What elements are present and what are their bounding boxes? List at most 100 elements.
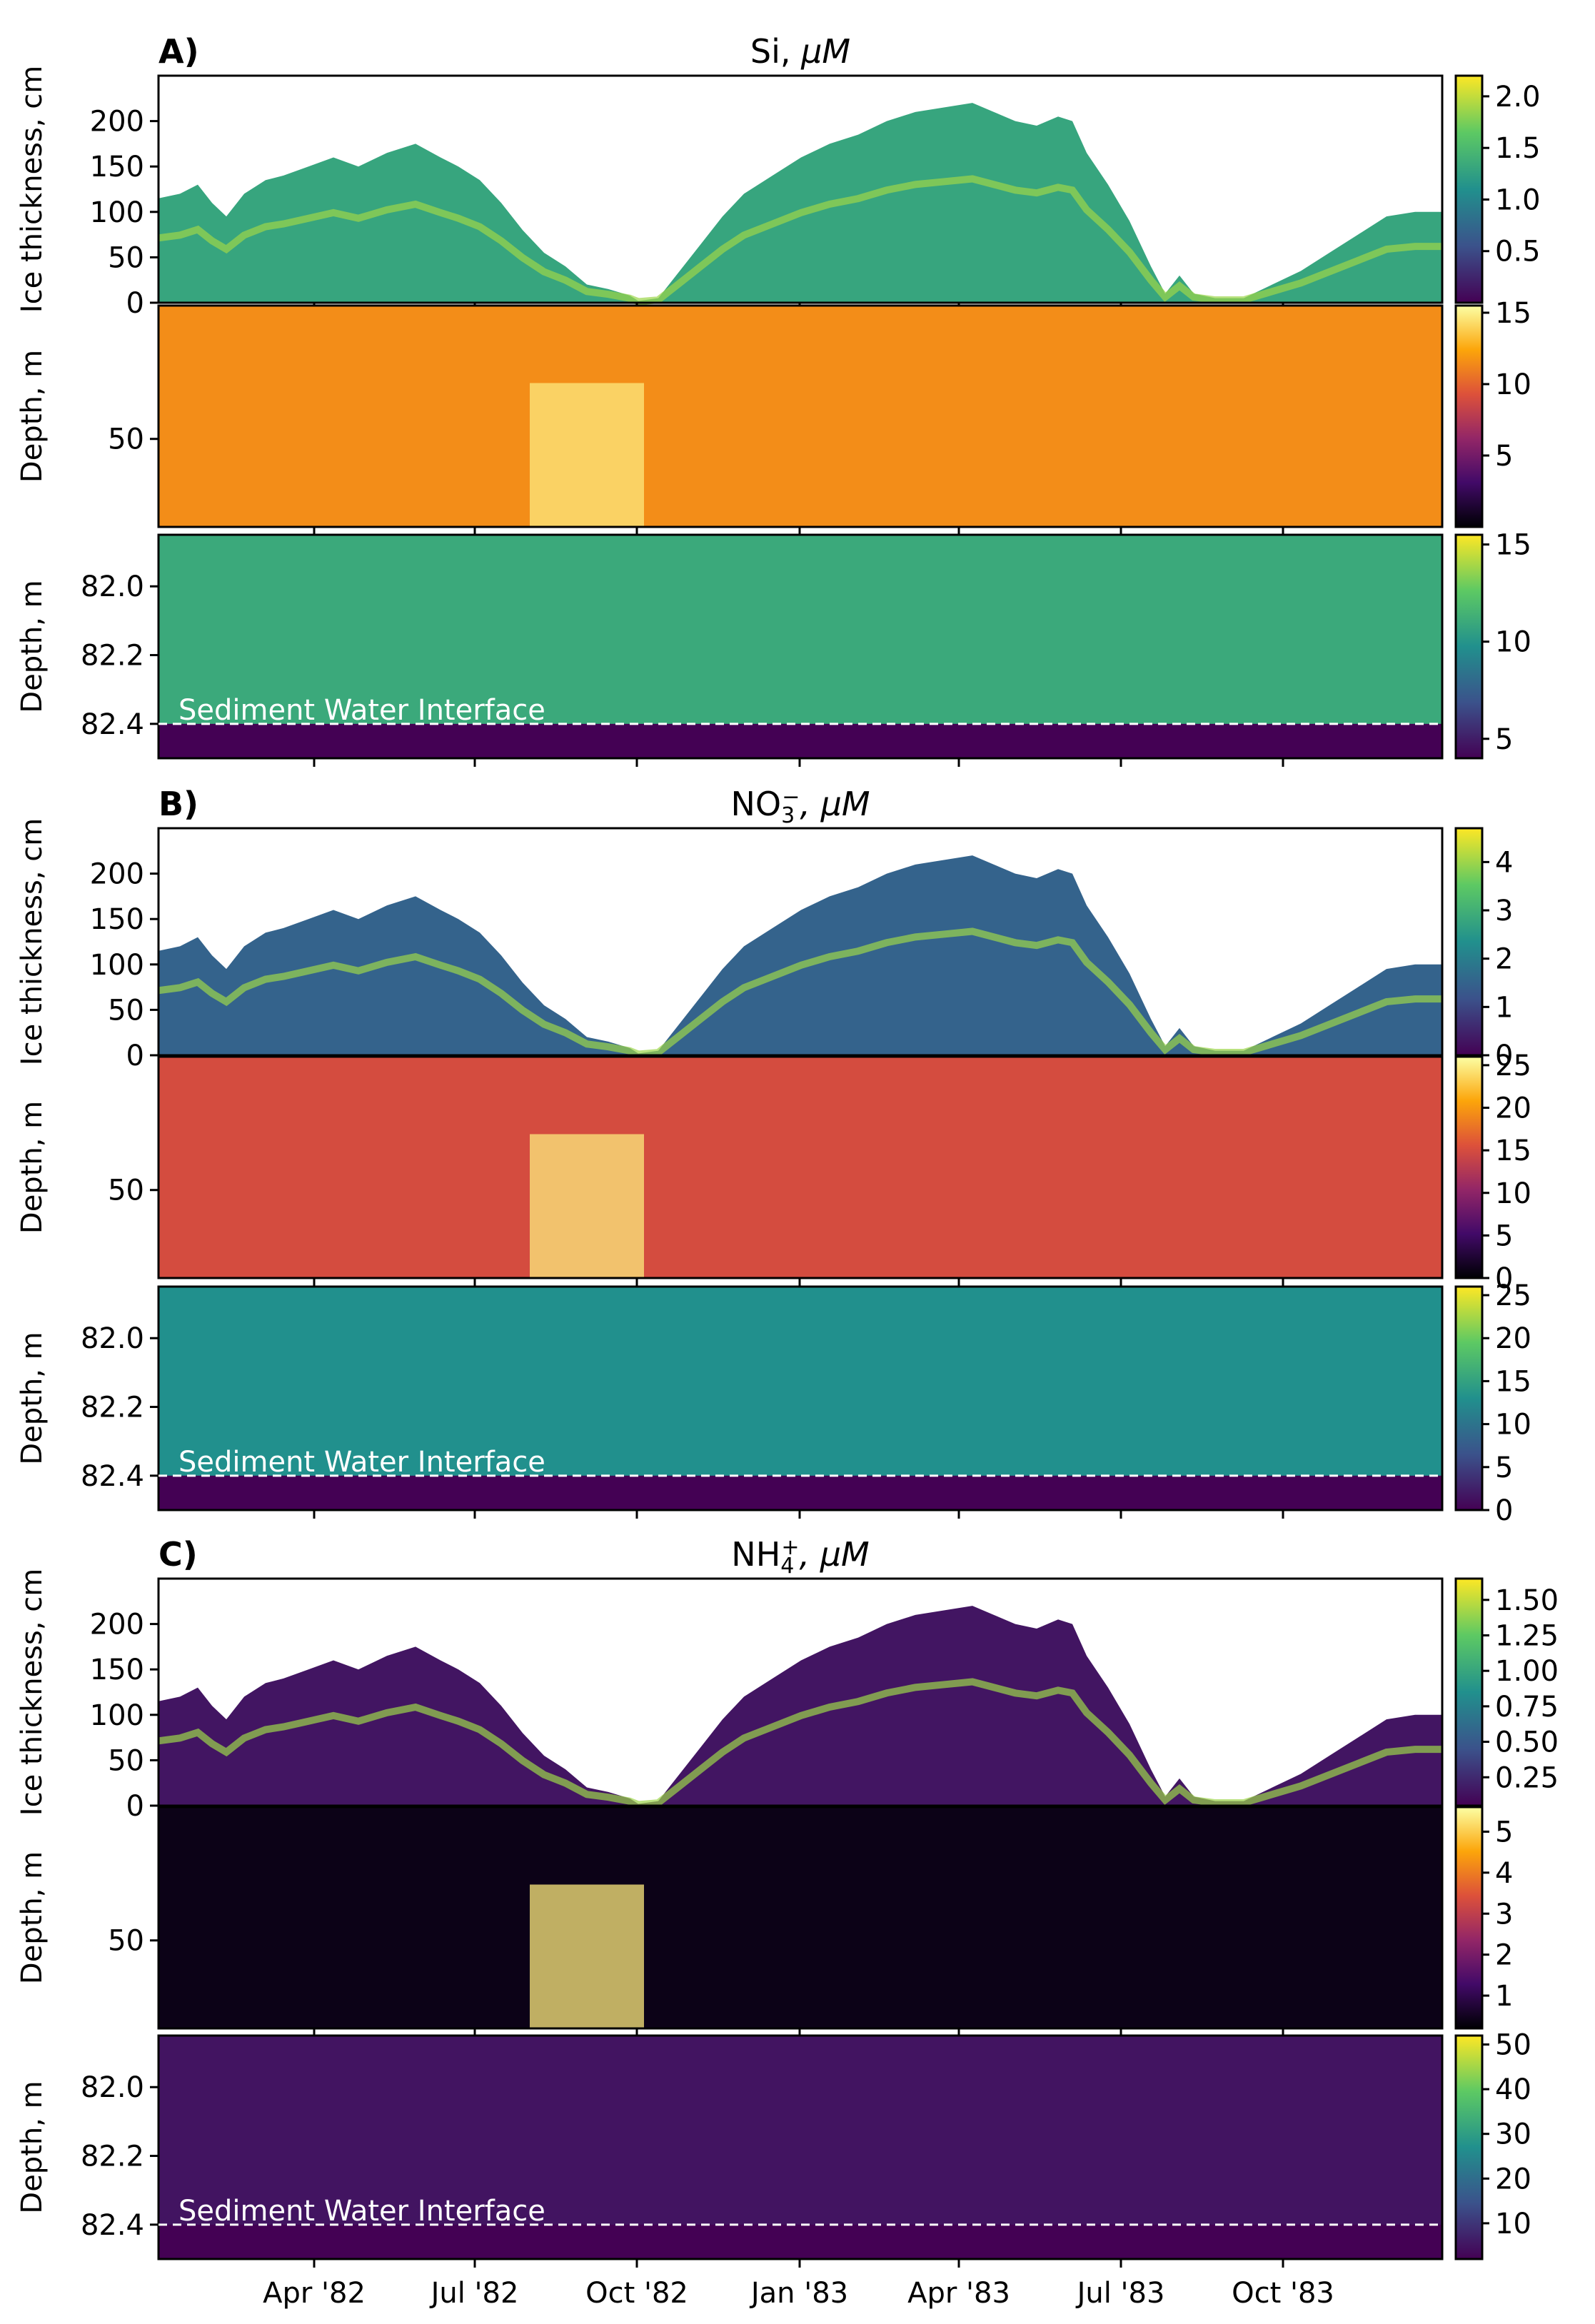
- panel-title: Si, μM: [750, 32, 850, 71]
- water-ytick-label: 50: [108, 1174, 144, 1207]
- sediment-ylabel: Depth, m: [16, 580, 49, 713]
- colorbar-tick-label: 20: [1495, 2163, 1531, 2195]
- title-subscript: 3: [781, 803, 795, 828]
- colorbar-tick-label: 0: [1495, 1494, 1513, 1527]
- ice-ylabel: Ice thickness, cm: [16, 66, 49, 313]
- colorbar-tick-label: 5: [1495, 723, 1513, 756]
- colorbar-tick-label: 2.0: [1495, 81, 1541, 114]
- ice-ytick-label: 0: [126, 1040, 144, 1072]
- x-tick-label: Oct '83: [1232, 2277, 1334, 2310]
- sediment-below-interface: [159, 1475, 1442, 1510]
- ice-ytick-label: 150: [90, 1654, 144, 1686]
- title-main: NH: [731, 1535, 780, 1574]
- ice-ytick-label: 200: [90, 858, 144, 891]
- colorbar: [1454, 827, 1484, 1057]
- colorbar-tick-label: 15: [1495, 1365, 1531, 1398]
- panel-title: NH4+, μM: [731, 1535, 869, 1579]
- colorbar-tick-label: 2: [1495, 1939, 1513, 1972]
- sediment-ytick-label: 82.2: [81, 2141, 144, 2173]
- sediment-ytick-label: 82.4: [81, 1460, 144, 1493]
- colorbar: [1454, 1285, 1484, 1511]
- title-main: NO: [730, 785, 781, 823]
- water-ylabel: Depth, m: [16, 1851, 49, 1984]
- colorbar-tick-label: 2: [1495, 943, 1513, 976]
- sediment-ytick-label: 82.0: [81, 1322, 144, 1355]
- colorbar-tick-label: 10: [1495, 1409, 1531, 1442]
- colorbar-tick-label: 4: [1495, 846, 1513, 879]
- sediment-below-interface: [159, 2224, 1442, 2259]
- sediment-field: [159, 1287, 1442, 1510]
- water-ytick-label: 50: [108, 1925, 144, 1958]
- colorbar: [1454, 1577, 1484, 1807]
- colorbar-tick-label: 25: [1495, 1279, 1531, 1312]
- colorbar-tick-label: 15: [1495, 529, 1531, 562]
- colorbar-tick-label: 15: [1495, 297, 1531, 330]
- colorbar-tick-label: 0: [1495, 1040, 1513, 1072]
- water-ytick-label: 50: [108, 423, 144, 456]
- sediment-water-interface-label: Sediment Water Interface: [178, 1446, 545, 1479]
- ice-ytick-label: 50: [108, 241, 144, 274]
- colorbar: [1454, 533, 1484, 760]
- sediment-ytick-label: 82.4: [81, 2209, 144, 2242]
- sediment-ytick-label: 82.2: [81, 640, 144, 673]
- colorbar-tick-label: 15: [1495, 1135, 1531, 1167]
- sediment-water-interface-label: Sediment Water Interface: [178, 694, 545, 727]
- title-subscript: 4: [780, 1554, 794, 1579]
- x-tick-label: Oct '82: [585, 2277, 688, 2310]
- ice-ytick-label: 150: [90, 151, 144, 183]
- colorbar-tick-label: 25: [1495, 1050, 1531, 1082]
- sediment-ytick-label: 82.0: [81, 570, 144, 603]
- colorbar-tick-label: 20: [1495, 1092, 1531, 1125]
- colorbar-tick-label: 5: [1495, 1219, 1513, 1252]
- colorbar-tick-label: 10: [1495, 626, 1531, 659]
- title-main: Si: [750, 32, 780, 71]
- colorbar-tick-label: 10: [1495, 2208, 1531, 2240]
- colorbar: [1454, 304, 1484, 528]
- colorbar: [1454, 2034, 1484, 2260]
- colorbar-tick-label: 1: [1495, 1980, 1513, 2013]
- panel-0: A) Si, μM 0 50 100 150 200 Ice thickness, cm 0.5…: [16, 32, 1541, 767]
- water-high-anomaly: [530, 383, 644, 527]
- colorbar: [1454, 1055, 1484, 1279]
- ice-inner-band: [158, 175, 1442, 306]
- colorbar-tick-label: 3: [1495, 895, 1513, 927]
- colorbar-tick-label: 0.50: [1495, 1726, 1559, 1759]
- x-tick-label: Jul '83: [1075, 2277, 1165, 2310]
- title-units: , μM: [800, 1535, 870, 1574]
- title-units: μM: [800, 32, 850, 71]
- water-ylabel: Depth, m: [16, 350, 49, 483]
- ice-inner-band: [158, 1678, 1442, 1809]
- ice-ytick-label: 0: [126, 287, 144, 320]
- colorbar-tick-label: 5: [1495, 1452, 1513, 1484]
- colorbar-tick-label: 5: [1495, 1816, 1513, 1848]
- colorbar-tick-label: 1.25: [1495, 1620, 1559, 1653]
- colorbar-tick-label: 0.75: [1495, 1691, 1559, 1724]
- sediment-below-interface: [159, 723, 1442, 758]
- colorbar-tick-label: 5: [1495, 440, 1513, 473]
- colorbar-tick-label: 1: [1495, 991, 1513, 1024]
- water-ylabel: Depth, m: [16, 1101, 49, 1234]
- ice-ytick-label: 100: [90, 949, 144, 982]
- x-tick-label: Apr '82: [263, 2277, 366, 2310]
- ice-inner-band: [158, 927, 1442, 1058]
- sediment-ytick-label: 82.0: [81, 2071, 144, 2104]
- colorbar-tick-label: 10: [1495, 368, 1531, 401]
- ice-ytick-label: 50: [108, 994, 144, 1027]
- colorbar-tick-label: 40: [1495, 2073, 1531, 2106]
- x-tick-label: Jan '83: [749, 2277, 848, 2310]
- ice-thickness-area: [159, 1606, 1442, 1806]
- sediment-ytick-label: 82.2: [81, 1392, 144, 1424]
- sediment-ylabel: Depth, m: [16, 2081, 49, 2213]
- water-high-anomaly: [530, 1134, 644, 1278]
- colorbar-tick-label: 20: [1495, 1322, 1531, 1355]
- colorbar-tick-label: 50: [1495, 2029, 1531, 2062]
- sediment-water-interface-label: Sediment Water Interface: [178, 2195, 545, 2228]
- colorbar-tick-label: 1.50: [1495, 1584, 1559, 1617]
- colorbar-tick-label: 10: [1495, 1177, 1531, 1210]
- ice-thickness-area: [159, 855, 1442, 1055]
- sediment-ylabel: Depth, m: [16, 1332, 49, 1464]
- ice-thickness-area: [159, 103, 1442, 303]
